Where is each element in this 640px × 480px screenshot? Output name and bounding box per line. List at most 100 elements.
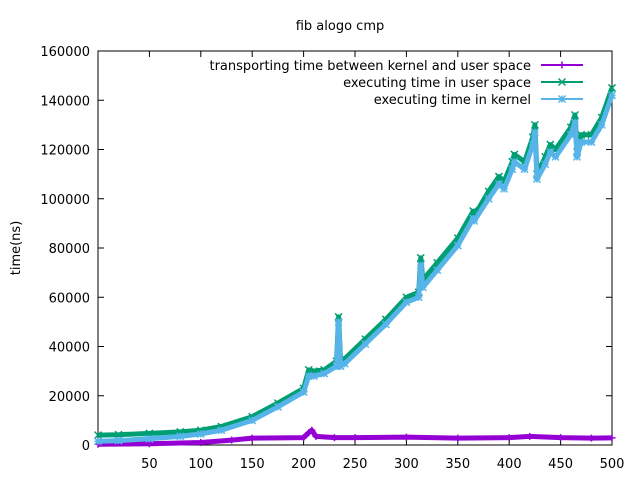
- data-point-mark: [532, 175, 541, 184]
- data-point-mark: [597, 120, 606, 129]
- legend-label: executing time in kernel: [374, 93, 531, 108]
- data-point: [526, 432, 534, 440]
- data-point: [500, 184, 509, 193]
- data-point: [351, 434, 359, 442]
- data-point: [454, 434, 462, 442]
- data-point: [340, 359, 349, 368]
- data-point-mark: [273, 402, 282, 411]
- data-point-mark: [551, 152, 560, 161]
- y-ticks: 0 20000 40000 60000 80000 100000 120000 140000 1…: [40, 45, 612, 454]
- data-point-mark: [416, 261, 425, 270]
- data-point: [300, 434, 308, 442]
- data-point-mark: [340, 359, 349, 368]
- y-tick-label: 80000: [49, 242, 90, 257]
- data-point-mark: [453, 234, 462, 243]
- legend-marker: [557, 94, 567, 104]
- data-point: [414, 293, 423, 302]
- x-tick-label: 350: [445, 457, 470, 472]
- data-point: [510, 150, 519, 159]
- data-point: [566, 130, 575, 139]
- data-point-mark: [607, 83, 617, 92]
- x-tick-label: 250: [343, 457, 368, 472]
- y-tick-label: 20000: [49, 390, 90, 405]
- data-point: [587, 138, 596, 147]
- data-point-mark: [248, 416, 257, 425]
- data-point: [416, 261, 425, 270]
- x-ticks: 50 100 150 200 250 300 350 400 450 500: [141, 51, 624, 472]
- data-point: [196, 429, 205, 438]
- chart-title: fib alogo cmp: [296, 19, 385, 34]
- data-point-mark: [299, 388, 308, 397]
- data-point-mark: [546, 147, 555, 156]
- data-point-mark: [570, 110, 580, 120]
- legend: transporting time between kernel and use…: [209, 59, 583, 108]
- data-point: [530, 128, 539, 137]
- y-tick-label: 140000: [40, 94, 90, 109]
- data-point-mark: [587, 138, 596, 147]
- data-point-mark: [607, 91, 617, 100]
- data-point: [381, 320, 390, 329]
- plot-series: [93, 83, 617, 448]
- data-point: [248, 434, 256, 442]
- data-point-mark: [453, 241, 462, 250]
- data-point: [361, 340, 370, 349]
- data-point-mark: [510, 150, 519, 159]
- data-point: [557, 434, 565, 442]
- data-point: [608, 434, 616, 442]
- x-tick-label: 150: [240, 457, 265, 472]
- data-point: [308, 426, 316, 434]
- data-point: [470, 216, 479, 225]
- data-point-mark: [573, 152, 582, 161]
- data-point: [114, 436, 123, 445]
- data-point-mark: [546, 140, 555, 149]
- data-point: [508, 165, 517, 174]
- data-point: [433, 266, 442, 275]
- data-point-mark: [414, 293, 423, 302]
- data-point-mark: [528, 140, 537, 149]
- x-tick-label: 400: [497, 457, 522, 472]
- data-point-mark: [520, 165, 529, 174]
- data-point: [577, 130, 586, 139]
- x-tick-label: 300: [394, 457, 419, 472]
- y-tick-label: 100000: [40, 193, 90, 208]
- data-point-mark: [510, 157, 519, 166]
- plot-frame: [97, 50, 613, 446]
- data-point: [309, 372, 318, 381]
- data-point: [217, 426, 226, 435]
- data-point: [573, 152, 582, 161]
- legend-label: executing time in user space: [343, 76, 531, 91]
- data-point-mark: [361, 340, 370, 349]
- data-point-mark: [577, 130, 586, 139]
- x-tick-label: 500: [600, 457, 625, 472]
- data-point: [505, 434, 513, 442]
- data-point-mark: [494, 172, 503, 181]
- data-point: [530, 120, 539, 129]
- legend-marker-mark: [557, 77, 567, 87]
- data-point: [416, 253, 425, 262]
- data-point-mark: [176, 432, 185, 441]
- data-point-mark: [145, 434, 154, 443]
- data-point: [541, 160, 550, 169]
- data-point: [532, 175, 541, 184]
- data-point-mark: [93, 431, 103, 440]
- data-point-mark: [433, 266, 442, 275]
- data-point: [330, 434, 338, 442]
- y-tick-label: 40000: [49, 341, 90, 356]
- data-point: [228, 436, 236, 444]
- data-point: [320, 369, 329, 378]
- data-point-mark: [381, 320, 390, 329]
- y-tick-label: 0: [82, 439, 90, 454]
- data-point-mark: [93, 437, 103, 446]
- data-point: [551, 152, 560, 161]
- legend-marker: [557, 77, 567, 87]
- legend-label: transporting time between kernel and use…: [209, 59, 531, 74]
- data-point-mark: [577, 138, 586, 147]
- data-point: [114, 430, 123, 439]
- data-point-mark: [196, 429, 205, 438]
- data-point-mark: [114, 436, 123, 445]
- data-point: [312, 432, 320, 440]
- data-point-mark: [508, 165, 517, 174]
- data-point-mark: [416, 253, 425, 262]
- data-point-mark: [114, 430, 123, 439]
